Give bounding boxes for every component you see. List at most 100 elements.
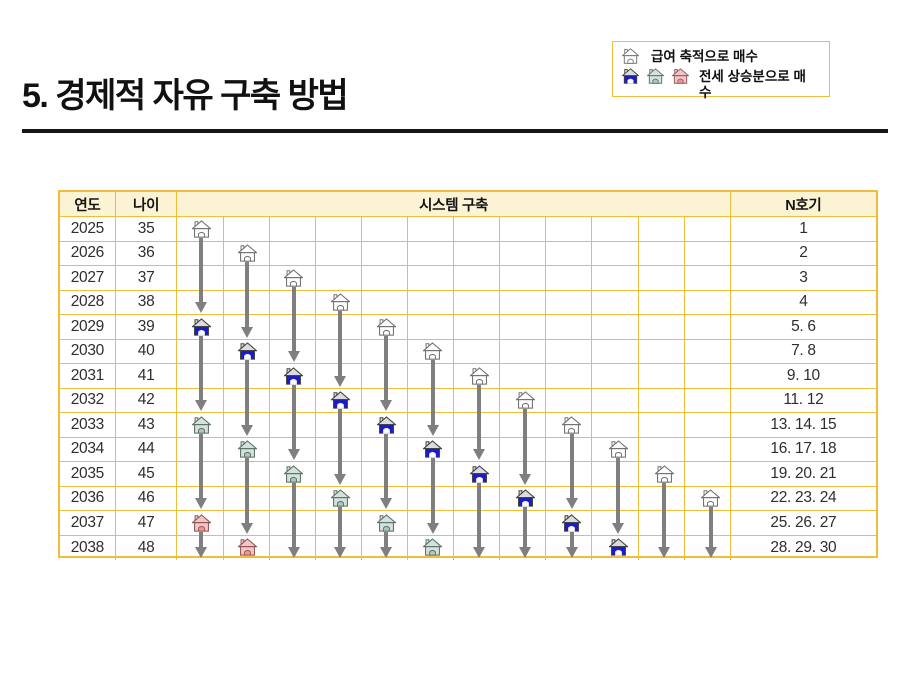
system-cell bbox=[454, 290, 501, 315]
unit-cell: 13. 14. 15 bbox=[730, 413, 877, 438]
age-cell: 43 bbox=[115, 413, 178, 438]
table-header-row: 연도 나이 시스템 구축 N호기 bbox=[60, 192, 876, 217]
system-cell bbox=[454, 266, 501, 291]
system-cell bbox=[684, 486, 731, 511]
year-cell: 2035 bbox=[60, 462, 116, 487]
unit-cell: 5. 6 bbox=[730, 315, 877, 340]
blue-house-icon bbox=[468, 464, 490, 483]
unit-cell: 2 bbox=[730, 242, 877, 266]
blue-house-icon bbox=[283, 366, 305, 385]
down-arrow-shaft bbox=[384, 335, 389, 401]
system-cell bbox=[638, 290, 685, 315]
down-arrow-head-icon bbox=[704, 547, 717, 558]
down-arrow-shaft bbox=[338, 507, 343, 548]
table-row: 2026 36 2 bbox=[60, 241, 877, 266]
down-arrow-head-icon bbox=[195, 547, 208, 558]
blue-house-icon bbox=[329, 391, 351, 409]
system-cell bbox=[638, 437, 685, 462]
down-arrow-head-icon bbox=[565, 547, 578, 558]
system-cell bbox=[546, 413, 593, 438]
blue-house-icon bbox=[237, 342, 258, 360]
system-cell bbox=[592, 535, 639, 560]
white-house-icon bbox=[468, 366, 490, 385]
age-cell: 46 bbox=[115, 486, 178, 511]
system-build-table: 연도 나이 시스템 구축 N호기 2025 35 1 2026 36 2 2027 37 3 2028 38… bbox=[58, 190, 878, 560]
system-cell bbox=[269, 241, 316, 266]
system-cell bbox=[592, 388, 639, 413]
system-cell bbox=[407, 290, 455, 315]
system-cell bbox=[684, 241, 731, 266]
system-cell bbox=[500, 217, 547, 242]
down-arrow-shaft bbox=[569, 531, 574, 548]
down-arrow-head-icon bbox=[241, 424, 254, 436]
white-house-icon bbox=[237, 244, 258, 262]
blue-house-icon bbox=[515, 489, 536, 507]
system-cell bbox=[546, 437, 593, 462]
system-cell bbox=[592, 217, 639, 242]
system-cell bbox=[592, 511, 639, 536]
system-cell bbox=[407, 241, 455, 266]
down-arrow-head-icon bbox=[287, 547, 300, 558]
system-cell bbox=[454, 462, 501, 487]
system-cell bbox=[177, 486, 224, 511]
system-cell bbox=[454, 486, 501, 511]
unit-cell: 11. 12 bbox=[730, 389, 877, 413]
white-house-icon bbox=[654, 464, 675, 483]
unit-cell: 1 bbox=[730, 217, 877, 242]
down-arrow-head-icon bbox=[473, 449, 486, 460]
blue-house-icon bbox=[561, 513, 583, 532]
year-cell: 2029 bbox=[60, 315, 116, 340]
table-row: 2032 42 11. 12 bbox=[60, 388, 877, 413]
age-cell: 40 bbox=[115, 339, 178, 364]
system-cell bbox=[454, 217, 501, 242]
down-arrow-shaft bbox=[430, 360, 435, 426]
down-arrow-shaft bbox=[477, 384, 482, 450]
system-cell bbox=[546, 217, 593, 242]
system-cell bbox=[500, 535, 547, 560]
system-cell bbox=[500, 486, 547, 511]
down-arrow-head-icon bbox=[287, 449, 300, 460]
white-house-icon bbox=[515, 391, 536, 409]
white-house-icon bbox=[190, 219, 212, 238]
white-house-icon bbox=[329, 293, 351, 311]
col-header-age: 나이 bbox=[115, 192, 178, 217]
system-cell bbox=[361, 241, 408, 266]
system-cell bbox=[177, 535, 224, 560]
year-cell: 2027 bbox=[60, 266, 116, 291]
system-cell bbox=[684, 217, 731, 242]
white-house-icon bbox=[622, 48, 639, 64]
down-arrow-head-icon bbox=[380, 498, 393, 509]
down-arrow-shaft bbox=[291, 286, 296, 352]
col-header-unit: N호기 bbox=[730, 192, 876, 217]
down-arrow-head-icon bbox=[334, 473, 347, 485]
system-cell bbox=[500, 241, 547, 266]
system-cell bbox=[407, 413, 455, 438]
white-house-icon bbox=[376, 317, 397, 336]
green-house-icon bbox=[190, 415, 212, 434]
down-arrow-shaft bbox=[338, 409, 343, 475]
age-cell: 48 bbox=[116, 535, 178, 560]
jeonse-house-icons bbox=[621, 68, 690, 84]
down-arrow-shaft bbox=[384, 531, 389, 548]
table-row: 2025 35 1 bbox=[60, 217, 877, 242]
system-cell bbox=[500, 437, 547, 462]
system-cell bbox=[546, 315, 593, 340]
down-arrow-shaft bbox=[477, 482, 482, 548]
system-cell bbox=[685, 535, 731, 560]
year-cell: 2038 bbox=[60, 535, 116, 560]
system-cell bbox=[454, 388, 501, 413]
year-cell: 2025 bbox=[60, 217, 116, 242]
system-cell bbox=[592, 290, 639, 315]
down-arrow-shaft bbox=[430, 458, 435, 524]
age-cell: 38 bbox=[115, 290, 178, 315]
system-cell bbox=[223, 413, 270, 438]
system-cell bbox=[592, 315, 639, 340]
system-cell bbox=[592, 339, 639, 364]
green-house-icon bbox=[376, 513, 397, 532]
down-arrow-head-icon bbox=[334, 375, 347, 387]
system-cell bbox=[454, 241, 501, 266]
down-arrow-shaft bbox=[662, 482, 667, 548]
system-cell bbox=[454, 413, 501, 438]
system-cell bbox=[500, 339, 547, 364]
system-cell bbox=[454, 511, 501, 536]
